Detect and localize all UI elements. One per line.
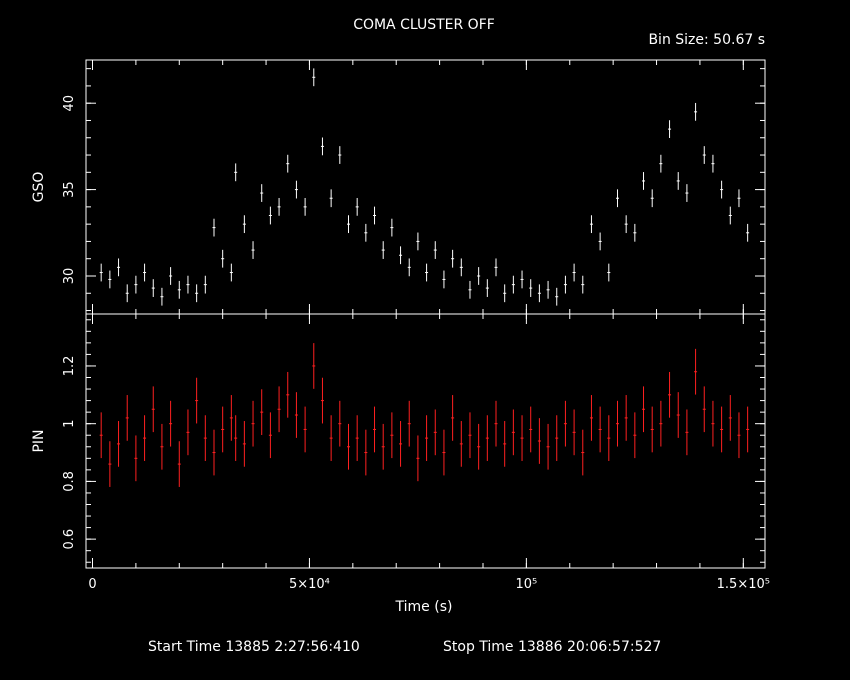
chart-title: COMA CLUSTER OFF — [353, 17, 495, 33]
start-time: Start Time 13885 2:27:56:410 — [148, 639, 360, 655]
gso-ytick-label: 35 — [62, 181, 77, 198]
x-tick-label: 10⁵ — [515, 577, 537, 592]
gso-ytick-label: 30 — [62, 268, 77, 285]
stop-time: Stop Time 13886 20:06:57:527 — [443, 639, 661, 655]
bin-size-label: Bin Size: 50.67 s — [648, 32, 765, 48]
pin-frame — [85, 313, 766, 569]
x-tick-label: 5×10⁴ — [289, 577, 330, 592]
gso-panel: 30 35 40 — [62, 59, 766, 315]
pin-panel: 0.6 0.8 1 1.2 — [62, 313, 766, 569]
x-tick-label: 1.5×10⁵ — [717, 577, 770, 592]
pin-axis-label: PIN — [31, 429, 47, 452]
x-tick-label: 0 — [88, 577, 96, 592]
pin-ytick-label: 1.2 — [62, 356, 77, 377]
pin-ytick-label: 0.6 — [62, 529, 77, 550]
gso-axis-label: GSO — [31, 172, 47, 203]
gso-ytick-label: 40 — [62, 95, 77, 112]
pin-ytick-label: 1 — [62, 420, 77, 428]
pin-ytick-label: 0.8 — [62, 471, 77, 492]
x-axis-label: Time (s) — [395, 599, 453, 615]
